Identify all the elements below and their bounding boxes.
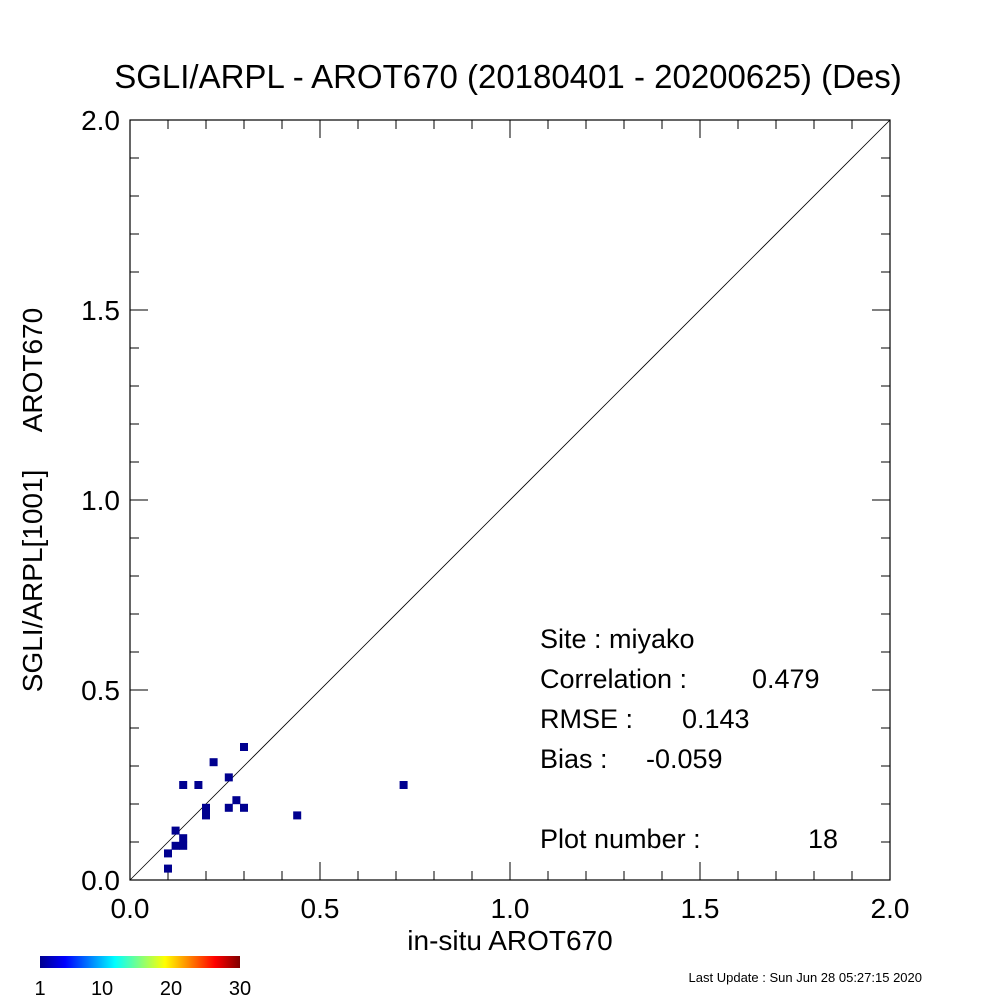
y-tick-label: 0.5 xyxy=(81,675,120,706)
data-point xyxy=(164,864,172,873)
x-tick-labels: 0.0 0.5 1.0 1.5 2.0 xyxy=(111,893,910,924)
data-point xyxy=(224,773,233,782)
data-point xyxy=(171,826,180,835)
y-tick-label: 1.0 xyxy=(81,485,120,516)
colorbar-tick-label: 1 xyxy=(34,978,45,1000)
chart-title: SGLI/ARPL - AROT670 (20180401 - 20200625… xyxy=(114,58,902,95)
y-axis-label: SGLI/ARPL[1001] AROT670 xyxy=(17,308,48,692)
stat-plot-number-label: Plot number : xyxy=(540,824,701,854)
axis-ticks xyxy=(129,119,891,881)
stats-box: Site : miyako Correlation : 0.479 RMSE :… xyxy=(540,624,838,854)
data-point xyxy=(202,811,210,820)
data-point xyxy=(179,781,188,789)
y-tick-label: 2.0 xyxy=(81,105,120,136)
colorbar xyxy=(40,956,240,968)
last-update: Last Update : Sun Jun 28 05:27:15 2020 xyxy=(689,970,922,985)
data-point xyxy=(293,811,302,820)
data-point xyxy=(240,743,248,751)
data-point xyxy=(209,758,218,767)
colorbar-labels: 1 10 20 30 xyxy=(34,978,251,1000)
stat-rmse-value: 0.143 xyxy=(682,704,750,734)
colorbar-tick-label: 20 xyxy=(160,978,182,1000)
y-tick-label: 1.5 xyxy=(81,295,120,326)
data-points xyxy=(164,743,408,873)
data-point xyxy=(224,803,233,812)
data-point xyxy=(171,841,180,850)
x-tick-label: 0.0 xyxy=(111,893,150,924)
one-to-one-line xyxy=(129,119,891,881)
stat-site: Site : miyako xyxy=(540,624,695,654)
stat-plot-number-value: 18 xyxy=(808,824,838,854)
data-point xyxy=(179,834,188,843)
y-tick-labels: 0.0 0.5 1.0 1.5 2.0 xyxy=(81,105,120,896)
x-tick-label: 1.5 xyxy=(681,893,720,924)
data-point xyxy=(194,781,203,789)
x-tick-label: 0.5 xyxy=(301,893,340,924)
colorbar-tick-label: 30 xyxy=(229,978,251,1000)
data-point xyxy=(179,841,188,850)
data-point xyxy=(240,803,248,812)
y-tick-label: 0.0 xyxy=(81,865,120,896)
stat-correlation-value: 0.479 xyxy=(752,664,820,694)
stat-bias-value: -0.059 xyxy=(646,744,723,774)
data-point xyxy=(202,803,210,812)
colorbar-tick-label: 10 xyxy=(91,978,113,1000)
stat-bias-label: Bias : xyxy=(540,744,608,774)
x-tick-label: 1.0 xyxy=(491,893,530,924)
stat-correlation-label: Correlation : xyxy=(540,664,687,694)
data-point xyxy=(232,796,241,805)
data-point xyxy=(164,849,172,858)
stat-rmse-label: RMSE : xyxy=(540,704,633,734)
x-axis-label: in-situ AROT670 xyxy=(407,925,612,956)
data-point xyxy=(399,781,408,789)
x-tick-label: 2.0 xyxy=(871,893,910,924)
